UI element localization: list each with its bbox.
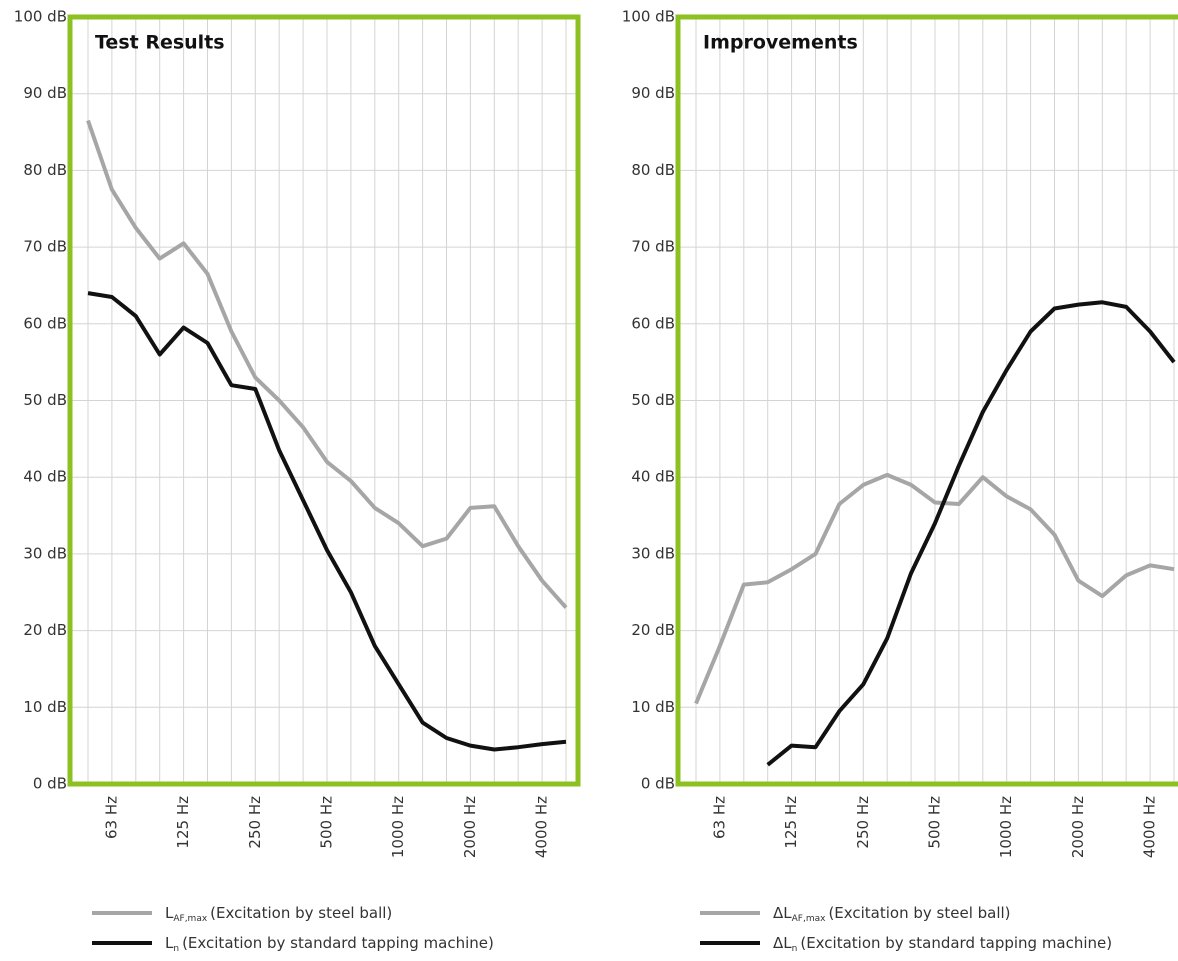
y-tick-label: 50 dB xyxy=(631,391,675,409)
y-tick-label: 70 dB xyxy=(23,238,67,256)
y-tick-label: 100 dB xyxy=(14,8,67,26)
y-tick-label: 20 dB xyxy=(23,621,67,639)
y-tick-label: 60 dB xyxy=(23,314,67,332)
y-tick-label: 80 dB xyxy=(23,161,67,179)
y-tick-label: 50 dB xyxy=(23,391,67,409)
legend-name-rest: (Excitation by standard tapping machine) xyxy=(182,934,494,952)
y-tick-label: 80 dB xyxy=(631,161,675,179)
y-tick-label: 0 dB xyxy=(33,775,67,793)
y-tick-label: 70 dB xyxy=(631,238,675,256)
legend-name-rest: (Excitation by steel ball) xyxy=(210,904,392,922)
y-tick-label: 90 dB xyxy=(631,84,675,102)
legend-label: Ln (Excitation by standard tapping machin… xyxy=(165,934,494,954)
x-tick-label: 125 Hz xyxy=(782,796,800,849)
y-tick-label: 30 dB xyxy=(23,544,67,562)
x-tick-label: 2000 Hz xyxy=(461,796,479,858)
x-tick-label: 63 Hz xyxy=(710,796,728,839)
chart: 0 dB 10 dB 20 dB 30 dB 40 dB 50 dB 60 dB 70 dB 8… xyxy=(14,8,581,954)
x-tick-label: 250 Hz xyxy=(246,796,264,849)
y-tick-label: 40 dB xyxy=(631,468,675,486)
legend-name: L xyxy=(165,904,174,922)
legend-name: ΔL xyxy=(773,904,792,922)
x-tick-label: 4000 Hz xyxy=(1141,796,1159,858)
x-tick-label: 1000 Hz xyxy=(997,796,1015,858)
legend-name-sub: n xyxy=(173,944,179,954)
x-tick-label: 2000 Hz xyxy=(1069,796,1087,858)
y-tick-label: 30 dB xyxy=(631,544,675,562)
legend-label: LAF,max (Excitation by steel ball) xyxy=(165,904,392,924)
line-series xyxy=(87,291,567,752)
x-tick-label: 500 Hz xyxy=(318,796,336,849)
legend-name: L xyxy=(165,934,174,952)
line-series xyxy=(694,472,1175,705)
x-tick-label: 125 Hz xyxy=(174,796,192,849)
legend-name: ΔL xyxy=(773,934,792,952)
y-tick-label: 100 dB xyxy=(622,8,675,26)
chart-title: Improvements xyxy=(703,32,858,54)
legend-name-rest: (Excitation by standard tapping machine) xyxy=(800,934,1112,952)
x-tick-label: 250 Hz xyxy=(854,796,872,849)
legend-name-rest: (Excitation by steel ball) xyxy=(828,904,1010,922)
line-series xyxy=(86,119,568,609)
y-tick-label: 20 dB xyxy=(631,621,675,639)
line-series xyxy=(766,300,1176,767)
legend-label: ΔLAF,max (Excitation by steel ball) xyxy=(773,904,1011,924)
x-tick-label: 500 Hz xyxy=(926,796,944,849)
chart-title: Test Results xyxy=(95,32,225,54)
chart: 0 dB 10 dB 20 dB 30 dB 40 dB 50 dB 60 dB 70 dB 8… xyxy=(622,8,1178,954)
y-tick-label: 40 dB xyxy=(23,468,67,486)
legend-name-sub: AF,max xyxy=(792,914,826,924)
y-tick-label: 60 dB xyxy=(631,314,675,332)
legend-name-sub: n xyxy=(792,944,798,954)
x-tick-label: 4000 Hz xyxy=(533,796,551,858)
legend-label: ΔLn (Excitation by standard tapping machi… xyxy=(773,934,1112,954)
x-tick-label: 63 Hz xyxy=(102,796,120,839)
x-tick-label: 1000 Hz xyxy=(389,796,407,858)
y-tick-label: 0 dB xyxy=(641,775,675,793)
y-tick-label: 10 dB xyxy=(631,698,675,716)
legend-name-sub: AF,max xyxy=(173,914,207,924)
y-tick-label: 90 dB xyxy=(23,84,67,102)
y-tick-label: 10 dB xyxy=(23,698,67,716)
